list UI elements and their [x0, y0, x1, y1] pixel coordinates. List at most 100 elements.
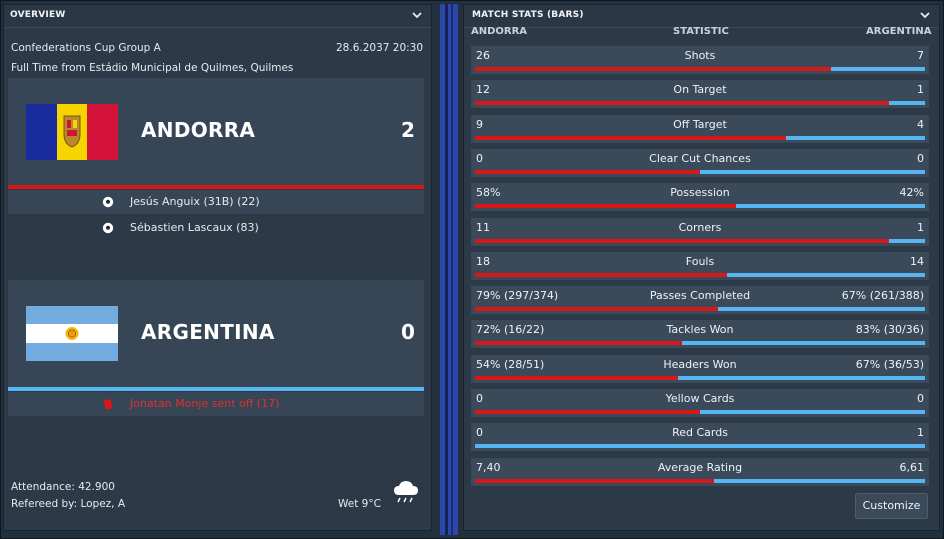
stat-bar [475, 479, 925, 483]
overview-header[interactable]: OVERVIEW [4, 5, 431, 28]
stat-bar [475, 307, 925, 311]
stat-name: Shots [684, 49, 716, 62]
home-event-1: Jesús Anguix (31B) (22) [8, 190, 424, 214]
stat-away-value: 0 [917, 152, 924, 165]
stat-away-value: 1 [917, 426, 924, 439]
customize-button[interactable]: Customize [855, 493, 928, 519]
stat-row: 0 Red Cards 1 [471, 423, 929, 451]
stat-row: 58% Possession 42% [471, 183, 929, 211]
venue-label: Full Time from Estádio Municipal de Quil… [11, 62, 294, 74]
stat-home-value: 11 [476, 221, 490, 234]
stat-away-value: 67% (261/388) [841, 289, 924, 302]
stat-home-value: 58% [476, 186, 501, 199]
stat-row: 9 Off Target 4 [471, 115, 929, 143]
away-event-1: Jonatan Monje sent off (17) [8, 392, 424, 416]
stat-away-value: 7 [917, 49, 924, 62]
stat-row: 26 Shots 7 [471, 46, 929, 74]
stat-row: 72% (16/22) Tackles Won 83% (30/36) [471, 320, 929, 348]
stat-home-value: 12 [476, 83, 490, 96]
stat-name: Corners [678, 221, 722, 234]
argentina-flag-icon[interactable] [26, 306, 118, 361]
home-team-name[interactable]: ANDORRA [141, 118, 256, 142]
stat-bar [475, 204, 925, 208]
stat-name: Yellow Cards [665, 392, 735, 405]
goal-ball-icon [102, 196, 114, 208]
overview-title: OVERVIEW [10, 10, 66, 20]
stat-away-value: 1 [917, 221, 924, 234]
stat-name: Off Target [673, 118, 727, 131]
stat-away-value: 67% (36/53) [855, 358, 924, 371]
stat-bar-home-fill [475, 67, 831, 71]
andorra-flag-icon[interactable] [26, 104, 118, 160]
stat-bar-home-fill [475, 410, 700, 414]
match-stats-header[interactable]: MATCH STATS (BARS) [464, 5, 939, 28]
stat-name: Possession [670, 186, 730, 199]
red-card-icon [103, 399, 113, 410]
competition-label[interactable]: Confederations Cup Group A [11, 42, 161, 54]
stats-statistic-column-header: STATISTIC [673, 26, 729, 37]
home-team-color-bar [8, 185, 424, 189]
stat-bar [475, 136, 925, 140]
stat-bar-home-fill [475, 101, 889, 105]
stat-row: 0 Yellow Cards 0 [471, 389, 929, 417]
stat-home-value: 26 [476, 49, 490, 62]
stat-home-value: 0 [476, 152, 483, 165]
stat-away-value: 6,61 [899, 461, 925, 474]
stat-home-value: 54% (28/51) [476, 358, 545, 371]
stat-home-value: 7,40 [476, 461, 501, 474]
referee-label[interactable]: Refereed by: Lopez, A [11, 498, 126, 510]
away-event-1-label[interactable]: Jonatan Monje sent off (17) [130, 397, 280, 410]
stat-name: Headers Won [663, 358, 737, 371]
panel-divider [440, 4, 458, 535]
stat-bar [475, 273, 925, 277]
stat-bar-home-fill [475, 341, 682, 345]
stat-bar [475, 410, 925, 414]
stat-name: On Target [673, 83, 727, 96]
stat-bar [475, 239, 925, 243]
stats-away-column-header: ARGENTINA [866, 26, 932, 37]
stat-away-value: 1 [917, 83, 924, 96]
stat-row: 12 On Target 1 [471, 80, 929, 108]
stat-bar-home-fill [475, 307, 718, 311]
stat-bar-home-fill [475, 273, 727, 277]
stat-row: 54% (28/51) Headers Won 67% (36/53) [471, 355, 929, 383]
stat-away-value: 4 [917, 118, 924, 131]
away-team-color-bar [8, 387, 424, 391]
stat-home-value: 0 [476, 392, 483, 405]
stat-bar-home-fill [475, 136, 786, 140]
stat-home-value: 9 [476, 118, 483, 131]
goal-ball-icon [102, 222, 114, 234]
stat-row: 7,40 Average Rating 6,61 [471, 458, 929, 486]
stat-row: 0 Clear Cut Chances 0 [471, 149, 929, 177]
stat-away-value: 83% (30/36) [855, 323, 924, 336]
stat-name: Average Rating [657, 461, 743, 474]
attendance-label: Attendance: 42.900 [11, 481, 115, 493]
stat-bar-home-fill [475, 479, 714, 483]
stat-bar [475, 341, 925, 345]
chevron-down-icon[interactable] [411, 9, 423, 21]
chevron-down-icon[interactable] [919, 9, 931, 21]
stat-bar [475, 444, 925, 448]
stat-row: 11 Corners 1 [471, 218, 929, 246]
stat-bar-home-fill [475, 170, 700, 174]
stat-home-value: 79% (297/374) [476, 289, 559, 302]
stat-name: Tackles Won [666, 323, 734, 336]
stat-bar [475, 67, 925, 71]
match-stats-title: MATCH STATS (BARS) [472, 10, 584, 20]
stat-row: 79% (297/374) Passes Completed 67% (261/38… [471, 286, 929, 314]
stat-bar [475, 376, 925, 380]
away-team-name[interactable]: ARGENTINA [141, 320, 275, 344]
stat-home-value: 18 [476, 255, 490, 268]
home-event-2-label[interactable]: Sébastien Lascaux (83) [130, 221, 259, 234]
stat-bar [475, 170, 925, 174]
stat-home-value: 72% (16/22) [476, 323, 545, 336]
stat-bar-home-fill [475, 204, 736, 208]
stat-bar-home-fill [475, 239, 889, 243]
stat-name: Clear Cut Chances [649, 152, 751, 165]
home-event-1-label[interactable]: Jesús Anguix (31B) (22) [130, 195, 260, 208]
stat-away-value: 14 [910, 255, 924, 268]
home-score: 2 [401, 118, 415, 142]
weather-label: Wet 9°C [338, 498, 381, 510]
rain-cloud-icon [394, 481, 418, 503]
stat-row: 18 Fouls 14 [471, 252, 929, 280]
